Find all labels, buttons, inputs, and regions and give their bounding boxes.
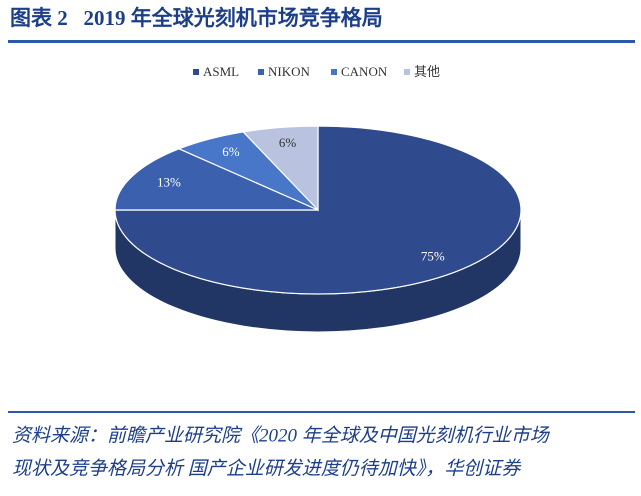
chart-title: 图表 2 2019 年全球光刻机市场竞争格局 bbox=[10, 6, 383, 30]
source-line: 现状及竞争格局分析 国产企业研发进度仍待加快》，华创证券 bbox=[12, 457, 522, 479]
legend-swatch bbox=[193, 69, 199, 75]
legend-swatch bbox=[331, 69, 337, 75]
legend-swatch bbox=[404, 69, 410, 75]
source-line: 资料来源：前瞻产业研究院《2020 年全球及中国光刻机行业市场 bbox=[12, 424, 551, 446]
legend-label: CANON bbox=[341, 64, 388, 79]
source-rule bbox=[8, 411, 635, 413]
data-label: 13% bbox=[157, 174, 181, 189]
title-rule bbox=[8, 40, 635, 43]
data-label: 75% bbox=[421, 249, 445, 264]
legend-swatch bbox=[258, 69, 264, 75]
legend-label: 其他 bbox=[414, 64, 440, 79]
slice bbox=[114, 148, 319, 211]
legend-label: ASML bbox=[203, 64, 239, 79]
legend-label: NIKON bbox=[268, 64, 310, 79]
slice bbox=[242, 125, 319, 212]
data-label: 6% bbox=[279, 135, 297, 150]
data-label: 6% bbox=[222, 144, 240, 159]
